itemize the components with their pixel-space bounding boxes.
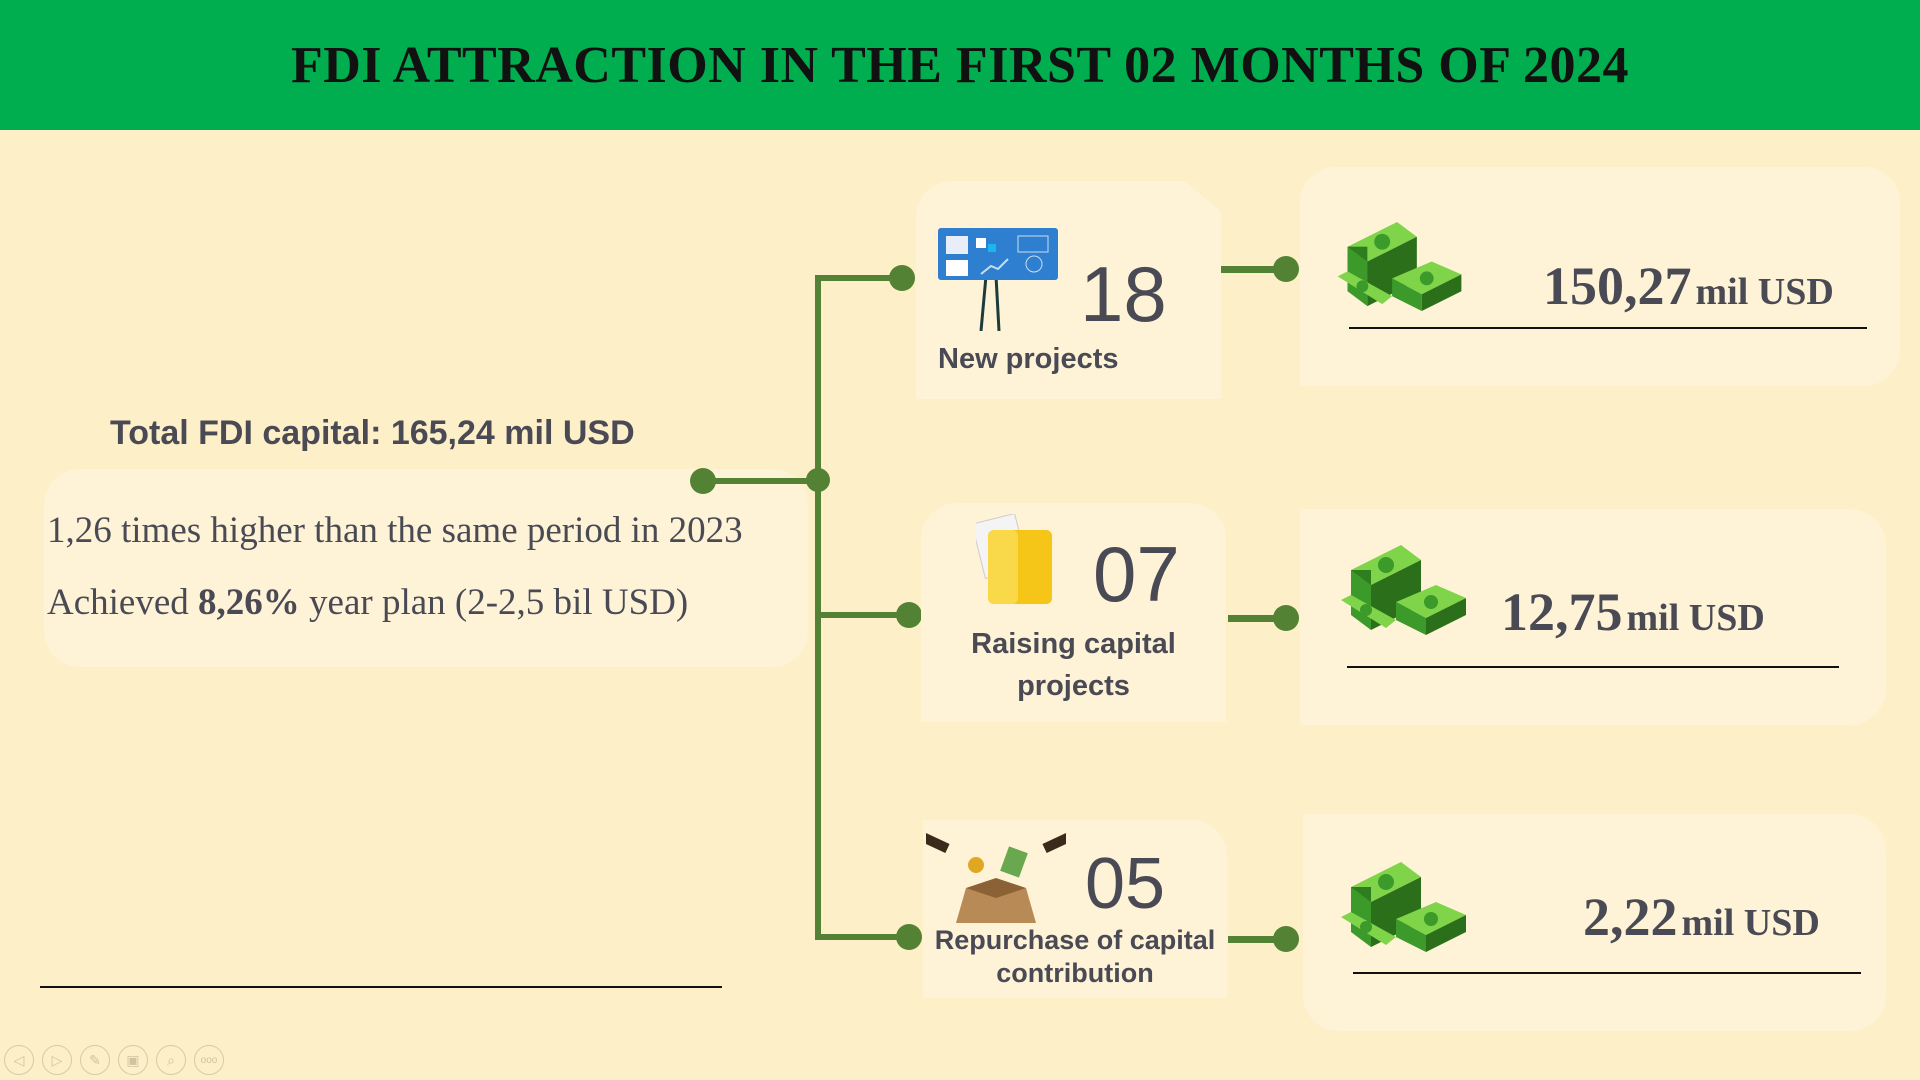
repurchase-count: 05 bbox=[1085, 844, 1166, 924]
divider-line bbox=[40, 986, 722, 988]
comparison-text: 1,26 times higher than the same period i… bbox=[47, 510, 743, 551]
underline bbox=[1347, 666, 1839, 668]
summary-card: 1,26 times higher than the same period i… bbox=[44, 469, 808, 667]
repurchase-value-card: 2,22 mil USD bbox=[1303, 814, 1886, 1031]
new-projects-count: 18 bbox=[1080, 250, 1167, 338]
connector-dot bbox=[1273, 256, 1299, 282]
connector-line bbox=[1216, 266, 1286, 273]
capital-value: 2,22 bbox=[1583, 887, 1678, 947]
connector-dot bbox=[896, 924, 922, 950]
money-stack-icon bbox=[1341, 862, 1466, 952]
plan-suffix: year plan (2-2,5 bil USD) bbox=[299, 582, 689, 623]
zoom-icon[interactable]: ⌕ bbox=[156, 1045, 186, 1075]
plan-percent: 8,26% bbox=[198, 582, 300, 623]
page-title: FDI ATTRACTION IN THE FIRST 02 MONTHS OF… bbox=[290, 36, 1630, 94]
connector-line bbox=[1228, 615, 1286, 622]
presentation-board-icon bbox=[938, 228, 1058, 331]
connector-branch-1 bbox=[815, 275, 903, 281]
total-fdi-label: Total FDI capital: 165,24 mil USD bbox=[110, 414, 635, 452]
new-projects-label: New projects bbox=[938, 343, 1119, 375]
plan-prefix: Achieved bbox=[47, 582, 199, 623]
more-icon[interactable]: ooo bbox=[194, 1045, 224, 1075]
connector-branch-2 bbox=[815, 612, 909, 618]
connector-dot bbox=[1273, 605, 1299, 631]
money-stack-icon bbox=[1337, 221, 1462, 312]
capital-value: 12,75 bbox=[1501, 582, 1623, 642]
underline bbox=[1349, 327, 1867, 329]
repurchase-card: 05 Repurchase of capital contribution bbox=[923, 820, 1227, 998]
next-icon[interactable]: ▷ bbox=[42, 1045, 72, 1075]
slides-icon[interactable]: ▣ bbox=[118, 1045, 148, 1075]
connector-dot bbox=[1273, 926, 1299, 952]
raising-capital-count: 07 bbox=[1093, 530, 1180, 618]
investment-box-icon bbox=[926, 833, 1066, 923]
underline bbox=[1353, 972, 1861, 974]
previous-icon[interactable]: ◁ bbox=[4, 1045, 34, 1075]
repurchase-label: Repurchase of capital contribution bbox=[934, 925, 1216, 988]
header-banner: FDI ATTRACTION IN THE FIRST 02 MONTHS OF… bbox=[0, 0, 1920, 130]
new-projects-capital-card: 150,27 mil USD bbox=[1300, 167, 1900, 386]
connector-trunk bbox=[815, 275, 821, 940]
capital-unit: mil USD bbox=[1681, 902, 1820, 944]
connector-line bbox=[1228, 936, 1286, 943]
raising-capital-value: 12,75 mil USD bbox=[1501, 581, 1765, 643]
connector-dot bbox=[889, 265, 915, 291]
connector-branch-3 bbox=[815, 934, 909, 940]
capital-value: 150,27 bbox=[1543, 256, 1692, 316]
raising-capital-label: Raising capital projects bbox=[971, 628, 1176, 702]
new-projects-capital: 150,27 mil USD bbox=[1543, 255, 1834, 317]
raising-capital-value-card: 12,75 mil USD bbox=[1300, 509, 1886, 725]
capital-unit: mil USD bbox=[1626, 597, 1765, 639]
connector-dot bbox=[896, 602, 922, 628]
money-stack-icon bbox=[1341, 545, 1466, 635]
folder-icon bbox=[976, 514, 1052, 604]
repurchase-value: 2,22 mil USD bbox=[1583, 886, 1820, 948]
capital-unit: mil USD bbox=[1695, 271, 1834, 313]
raising-capital-card: 07 Raising capital projects bbox=[921, 503, 1226, 722]
pen-icon[interactable]: ✎ bbox=[80, 1045, 110, 1075]
plan-achievement-text: Achieved 8,26% year plan (2-2,5 bil USD) bbox=[47, 581, 688, 624]
new-projects-card: 18 New projects bbox=[916, 181, 1221, 399]
connector-line bbox=[703, 478, 821, 484]
